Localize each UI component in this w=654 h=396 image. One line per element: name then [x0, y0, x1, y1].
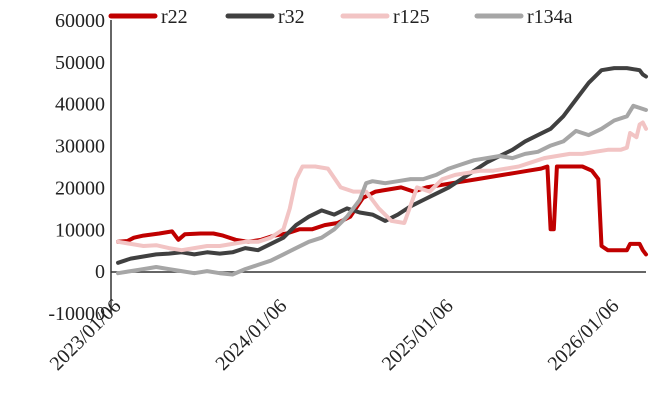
- y-axis: -10000 0 10000 20000 30000 40000 50000 60000: [48, 10, 112, 325]
- y-tick-label: 20000: [55, 177, 105, 199]
- legend-label-r22: r22: [161, 6, 188, 28]
- y-tick-label: 60000: [55, 10, 105, 32]
- plot-area: [116, 66, 648, 277]
- legend-label-r134a: r134a: [527, 6, 573, 28]
- legend-label-r125: r125: [393, 6, 430, 28]
- x-tick-label: 2026/01/06: [544, 295, 624, 375]
- x-tick-label: 2025/01/06: [378, 295, 458, 375]
- y-tick-label: 10000: [55, 219, 105, 241]
- y-tick-label: 30000: [55, 136, 105, 158]
- y-tick-label: -10000: [48, 303, 105, 325]
- x-axis: 2023/01/06 2024/01/06 2025/01/06 2026/01/06: [46, 271, 646, 375]
- series-line-r134a: [116, 103, 648, 277]
- legend-label-r32: r32: [278, 6, 305, 28]
- series-line-r125: [116, 120, 648, 253]
- legend: r22 r32 r125 r134a: [108, 6, 573, 28]
- y-tick-label: 40000: [55, 94, 105, 116]
- y-tick-label: 50000: [55, 52, 105, 74]
- y-tick-label: 0: [95, 261, 105, 283]
- x-tick-label: 2024/01/06: [211, 295, 291, 375]
- series-line-r32: [116, 66, 648, 265]
